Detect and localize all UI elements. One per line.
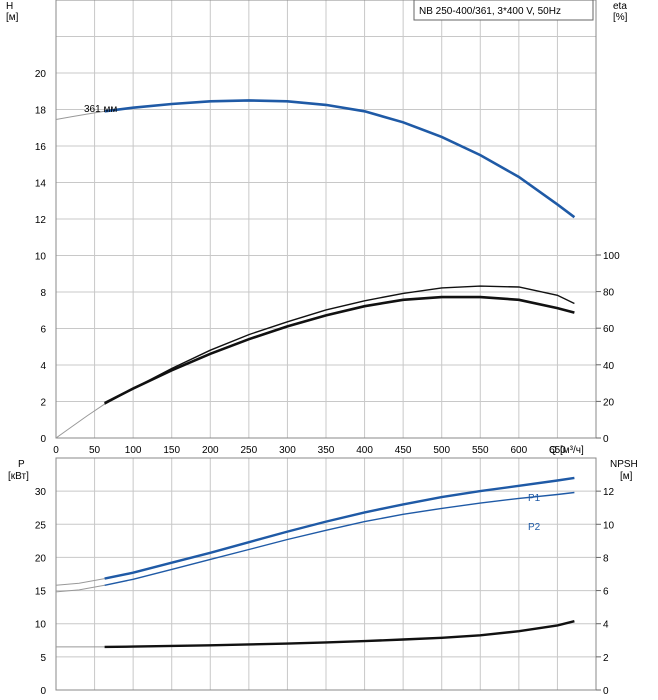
h-tick-label: 10 [35,252,47,263]
left-axis-unit-bottom: [кВт] [8,471,29,482]
npsh-tick-label: 10 [603,520,615,531]
series-label-p2: P2 [528,522,541,533]
eta-tick-label: 40 [603,361,615,372]
q-tick-label: 150 [163,445,180,456]
npsh-tick-label: 4 [603,620,609,631]
left-axis-name-top: H [6,1,13,12]
h-tick-label: 16 [35,142,47,153]
top-panel: 0 2 4 6 8 10 12 14 16 18 20 0 20 40 60 80 100 0 50 100 150… [6,0,628,456]
h-tick-label: 0 [40,434,46,445]
q-tick-label: 0 [53,445,59,456]
q-tick-label: 550 [472,445,489,456]
p-tick-label: 5 [40,653,46,664]
q-tick-label: 500 [433,445,450,456]
h-tick-label: 20 [35,69,47,80]
series-label-head: 361 мм [84,104,117,115]
p-tick-label: 15 [35,587,47,598]
q-tick-label: 50 [89,445,101,456]
q-tick-label: 400 [356,445,373,456]
bottom-series [55,476,575,649]
p-tick-label: 25 [35,520,47,531]
npsh-tick-label: 0 [603,686,609,697]
q-tick-label: 600 [511,445,528,456]
eta-tick-label: 0 [603,434,609,445]
bottom-grid [56,458,596,691]
right-axis-name-bottom: NPSH [610,459,638,470]
bottom-right-axis: 0 2 4 6 8 10 12 [596,487,615,697]
legend-box [413,0,594,21]
eta-tick-label: 20 [603,397,615,408]
left-axis-unit-top: [м] [6,12,19,23]
top-grid [56,0,596,439]
right-axis-name-top: eta [613,1,627,12]
top-plot-frame [55,0,597,439]
p2-curve [104,491,575,586]
npsh-tick-label: 8 [603,553,609,564]
eta-curve [104,295,575,405]
npsh-tick-label: 12 [603,487,615,498]
x-axis-unit: [м³/ч] [560,445,584,456]
bottom-plot-frame [55,457,597,691]
h-tick-label: 14 [35,179,47,190]
npsh-curve [104,620,575,649]
p-tick-label: 0 [40,686,46,697]
q-tick-label: 300 [279,445,296,456]
q-tick-label: 200 [202,445,219,456]
p-tick-label: 20 [35,553,47,564]
q-tick-label: 350 [318,445,335,456]
p-tick-label: 30 [35,487,47,498]
h-tick-label: 8 [40,288,46,299]
h-tick-label: 4 [40,361,46,372]
x-axis-name: Q [549,445,557,456]
q-tick-label: 250 [241,445,258,456]
top-series [55,99,576,439]
p-tick-label: 10 [35,620,47,631]
q-tick-label: 450 [395,445,412,456]
npsh-tick-label: 6 [603,587,609,598]
eta-tick-label: 80 [603,288,615,299]
p1-curve [104,476,575,580]
bottom-left-axis: 0 5 10 15 20 25 30 [35,487,47,697]
p1-faded-curve [55,578,105,586]
head-curve [104,99,576,219]
h-tick-label: 2 [40,398,46,409]
eta-tick-label: 60 [603,324,615,335]
h-tick-label: 6 [40,325,46,336]
npsh-tick-label: 2 [603,653,609,664]
right-axis-unit-bottom: [м] [620,471,633,482]
eta-tick-label: 100 [603,251,620,262]
eta-faded-curve [55,403,105,439]
series-label-p1: P1 [528,493,541,504]
left-axis-name-bottom: P [18,459,25,470]
head-faded-curve [55,110,105,120]
eta-curve [104,285,575,405]
p2-faded-curve [55,584,105,593]
legend-box-text: NB 250-400/361, 3*400 V, 50Hz [419,6,561,17]
h-tick-label: 12 [35,215,47,226]
x-axis-ticks: 0 50 100 150 200 250 300 350 400 450 500 550 600 650 [53,445,566,456]
q-tick-label: 650 [549,445,566,456]
h-tick-label: 18 [35,106,47,117]
top-right-axis: 0 20 40 60 80 100 [596,251,620,445]
q-tick-label: 100 [125,445,142,456]
right-axis-unit-top: [%] [613,12,628,23]
top-left-axis: 0 2 4 6 8 10 12 14 16 18 20 [35,69,47,445]
